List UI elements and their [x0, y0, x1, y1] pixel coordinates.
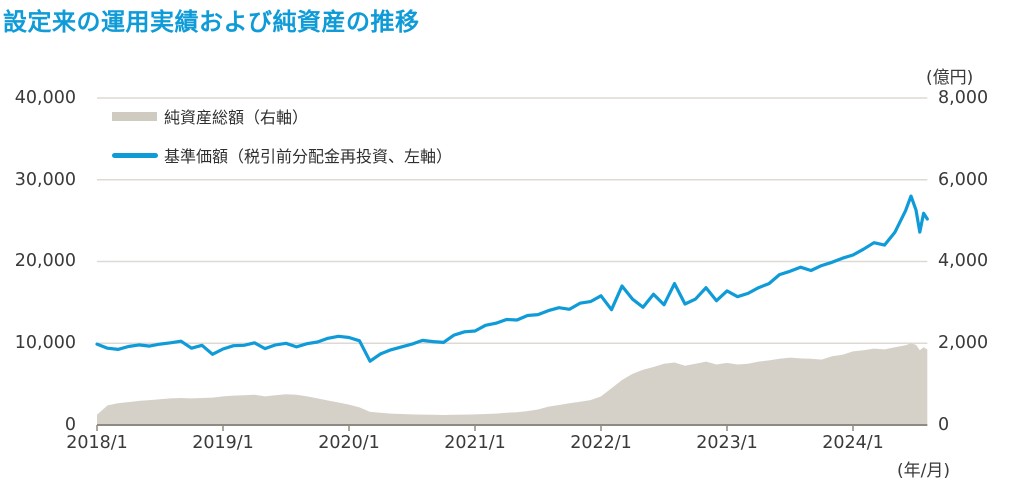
- x-axis-unit: (年/月): [897, 461, 950, 481]
- x-axis-tick-label: 2024/1: [822, 433, 884, 453]
- y-right-tick-label: 4,000: [938, 251, 989, 271]
- y-left-tick-label: 40,000: [14, 88, 76, 108]
- y-right-tick-label: 8,000: [938, 88, 989, 108]
- x-axis-tick-label: 2019/1: [192, 433, 254, 453]
- x-axis-tick-label: 2021/1: [444, 433, 506, 453]
- area-swatch-icon: [112, 111, 157, 121]
- legend: 純資産総額（右軸） 基準価額（税引前分配金再投資、左軸）: [112, 104, 452, 182]
- legend-label-net-assets: 純資産総額（右軸）: [164, 108, 309, 127]
- y-right-tick-label: 6,000: [938, 170, 989, 190]
- legend-item-net-assets: 純資産総額（右軸）: [112, 104, 452, 128]
- legend-label-nav: 基準価額（税引前分配金再投資、左軸）: [164, 147, 453, 166]
- y-right-axis-unit: (億円): [926, 68, 974, 88]
- line-swatch-icon: [112, 152, 158, 158]
- y-left-tick-label: 0: [64, 415, 76, 435]
- legend-item-nav: 基準価額（税引前分配金再投資、左軸）: [112, 143, 452, 167]
- y-right-tick-label: 2,000: [938, 333, 989, 353]
- y-left-tick-label: 20,000: [14, 251, 76, 271]
- y-left-tick-label: 10,000: [14, 333, 76, 353]
- x-axis-tick-label: 2022/1: [570, 433, 632, 453]
- x-axis-tick-label: 2023/1: [696, 433, 758, 453]
- x-axis-tick-label: 2018/1: [66, 433, 128, 453]
- x-axis-tick-label: 2020/1: [318, 433, 380, 453]
- page-title: 設定来の運用実績および純資産の推移: [3, 8, 420, 36]
- y-left-tick-label: 30,000: [14, 170, 76, 190]
- y-right-tick-label: 0: [938, 415, 950, 435]
